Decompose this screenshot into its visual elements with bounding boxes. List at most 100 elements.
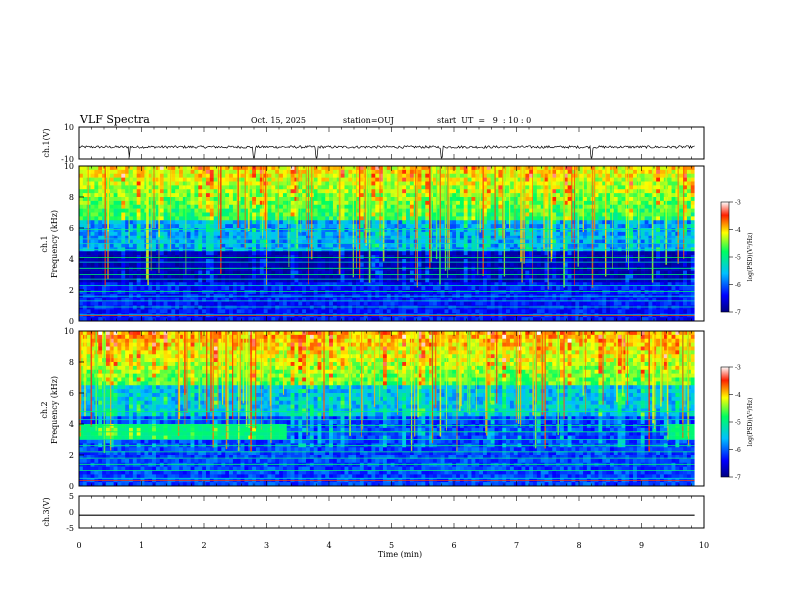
spectrogram-cell xyxy=(140,305,145,310)
spectrogram-cell xyxy=(506,274,511,279)
spectrogram-cell xyxy=(217,266,222,271)
spectrogram-cell xyxy=(155,169,161,175)
spectrogram-cell xyxy=(444,290,449,295)
spectrogram-cell xyxy=(306,224,311,229)
spectrogram-cell xyxy=(271,243,276,248)
spectrogram-cell xyxy=(98,224,103,229)
spectrogram-cell xyxy=(359,266,365,271)
spectrogram-cell xyxy=(498,193,503,198)
spectrogram-cell xyxy=(117,297,122,302)
spectrogram-cell xyxy=(290,274,295,279)
spectrogram-cell xyxy=(202,266,207,271)
spectrogram-cell xyxy=(244,317,249,322)
spectrogram-cell xyxy=(429,290,434,295)
spectrogram-cell xyxy=(213,189,218,194)
spectrogram-cell xyxy=(313,173,318,178)
spectrogram-cell xyxy=(117,216,122,221)
spectrogram-cell xyxy=(321,301,326,306)
spectrogram-cell xyxy=(194,317,199,322)
spectrogram-cell xyxy=(363,317,368,322)
spectrogram-cell xyxy=(94,282,99,287)
spectrogram-cell xyxy=(194,278,199,283)
spectrogram-cell xyxy=(225,177,230,182)
spectrogram-cell xyxy=(483,297,488,302)
spectrogram-cell xyxy=(479,286,484,291)
spectrogram-cell xyxy=(194,259,199,264)
spectrogram-cell xyxy=(140,177,145,182)
spectrogram-cell xyxy=(321,305,326,310)
spectrogram-cell xyxy=(471,189,476,194)
spectrogram-cell xyxy=(167,166,172,171)
spectrogram-cell xyxy=(413,290,418,295)
spectrogram-cell xyxy=(94,220,99,225)
spectrogram-cell xyxy=(544,166,549,171)
spectrogram-cell xyxy=(509,216,515,221)
spectrogram-cell xyxy=(536,317,542,322)
spectrogram-cell xyxy=(359,235,365,240)
spectrogram-cell xyxy=(271,297,276,302)
spectrogram-cell xyxy=(86,286,91,291)
spectrogram-cell xyxy=(286,266,291,271)
spectrogram-cell xyxy=(544,243,549,248)
spectrogram-cell xyxy=(255,305,261,310)
spectrogram-cell xyxy=(167,270,172,275)
spectrogram-cell xyxy=(509,243,515,248)
spectrogram-cell xyxy=(371,177,376,182)
spectrogram-cell xyxy=(467,290,472,295)
spectrogram-cell xyxy=(467,193,472,198)
spectrogram-cell xyxy=(148,208,153,213)
spectrogram-cell xyxy=(240,181,245,186)
spectrogram-cell xyxy=(490,189,495,194)
spectrogram-cell xyxy=(344,169,349,175)
spectrogram-cell xyxy=(417,193,422,198)
spectrogram-cell xyxy=(140,278,145,283)
spectrogram-cell xyxy=(548,235,553,240)
spectrogram-cell xyxy=(198,193,203,198)
spectrogram-cell xyxy=(432,278,438,283)
spectrogram-cell xyxy=(386,181,391,186)
spectrogram-cell xyxy=(132,216,138,221)
spectrogram-cell xyxy=(113,204,118,209)
spectrogram-cell xyxy=(267,266,272,271)
spectrogram-cell xyxy=(486,259,491,264)
spectrogram-cell xyxy=(121,204,126,209)
spectrogram-cell xyxy=(540,216,545,221)
spectrogram-cell xyxy=(136,204,141,209)
spectrogram-cell xyxy=(163,181,168,186)
spectrogram-cell xyxy=(240,212,245,217)
spectrogram-cell xyxy=(90,235,95,240)
spectrogram-cell xyxy=(129,231,134,237)
spectrogram-cell xyxy=(302,239,307,244)
spectrogram-cell xyxy=(432,216,438,221)
spectrogram-cell xyxy=(386,212,391,217)
spectrogram-cell xyxy=(475,251,480,256)
spectrogram-cell xyxy=(475,239,480,244)
spectrogram-cell xyxy=(379,212,384,217)
spectrogram-cell xyxy=(313,251,318,256)
spectrogram-cell xyxy=(490,266,495,271)
spectrogram-cell xyxy=(113,286,118,291)
spectrogram-cell xyxy=(467,216,472,221)
spectrogram-cell xyxy=(332,266,338,271)
spectrogram-cell xyxy=(406,189,411,194)
spectrogram-cell xyxy=(175,216,180,221)
spectrogram-cell xyxy=(513,193,518,198)
spectrogram-cell xyxy=(129,173,134,178)
spectrogram-cell xyxy=(86,309,91,314)
spectrogram-cell xyxy=(348,173,353,178)
spectrogram-cell xyxy=(186,173,191,178)
spectrogram-cell xyxy=(552,204,557,209)
spectrogram-cell xyxy=(463,185,468,190)
spectrogram-cell xyxy=(452,212,457,217)
spectrogram-cell xyxy=(421,204,426,209)
spectrogram-cell xyxy=(121,274,126,279)
spectrogram-cell xyxy=(294,270,299,275)
spectrogram-cell xyxy=(536,305,542,310)
spectrogram-cell xyxy=(229,185,234,190)
spectrogram-cell xyxy=(171,231,176,237)
spectrogram-cell xyxy=(152,274,157,279)
spectrogram-cell xyxy=(275,208,280,213)
spectrogram-cell xyxy=(198,309,203,314)
spectrogram-cell xyxy=(344,290,349,295)
spectrogram-cell xyxy=(506,309,511,314)
